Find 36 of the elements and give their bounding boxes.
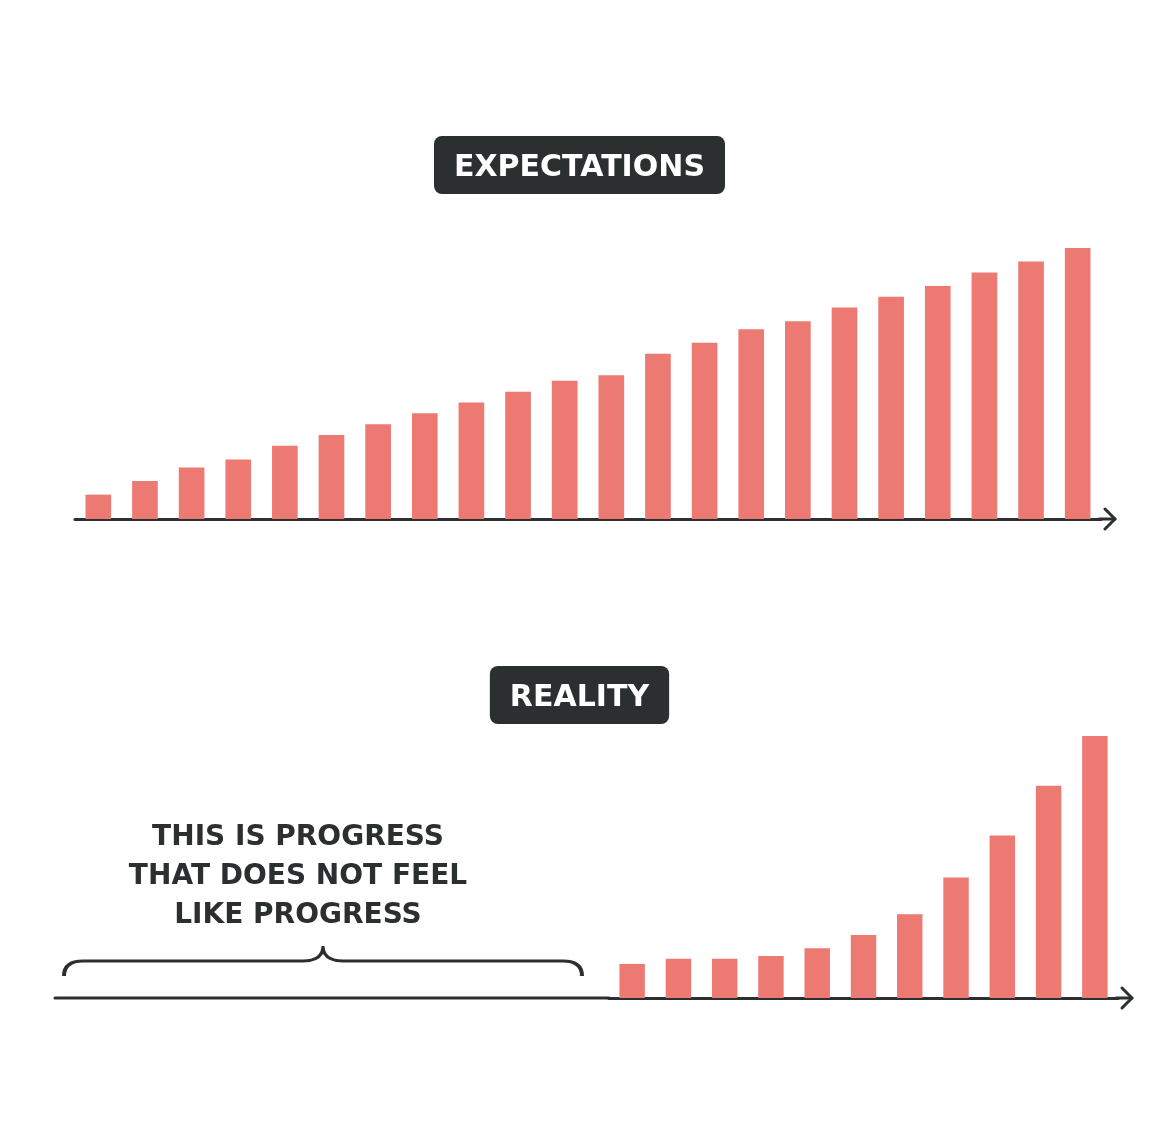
chart-title: REALITY — [509, 677, 651, 713]
bar — [804, 948, 830, 998]
bar — [691, 342, 718, 519]
bar — [971, 272, 998, 519]
bar — [711, 958, 738, 998]
bar — [178, 467, 205, 519]
bar — [598, 375, 625, 519]
bar — [619, 963, 645, 998]
bar — [1064, 248, 1091, 519]
bar — [458, 402, 485, 519]
text: THIS IS PROGRESS THAT DOES NOT FEEL LIKE PROGRESS — [128, 819, 468, 930]
bar — [1018, 261, 1044, 519]
bar — [878, 296, 904, 519]
bar — [132, 481, 158, 519]
bar — [225, 459, 252, 519]
bar — [1035, 785, 1062, 998]
bar — [989, 835, 1016, 998]
bar — [365, 424, 391, 519]
bar — [665, 958, 692, 998]
bar — [272, 445, 298, 519]
bar — [505, 391, 531, 519]
bar — [758, 956, 784, 998]
bar — [318, 434, 345, 519]
bar — [924, 285, 951, 519]
bar — [645, 353, 671, 519]
bar — [411, 413, 438, 519]
bar — [943, 877, 969, 998]
bar — [551, 380, 578, 519]
bar — [1082, 736, 1108, 998]
bar — [850, 935, 877, 998]
bar — [831, 307, 858, 519]
bar — [897, 914, 923, 998]
chart-title: EXPECTATIONS — [454, 147, 705, 183]
bar — [738, 329, 765, 519]
bar — [85, 494, 112, 519]
bar — [785, 321, 811, 519]
